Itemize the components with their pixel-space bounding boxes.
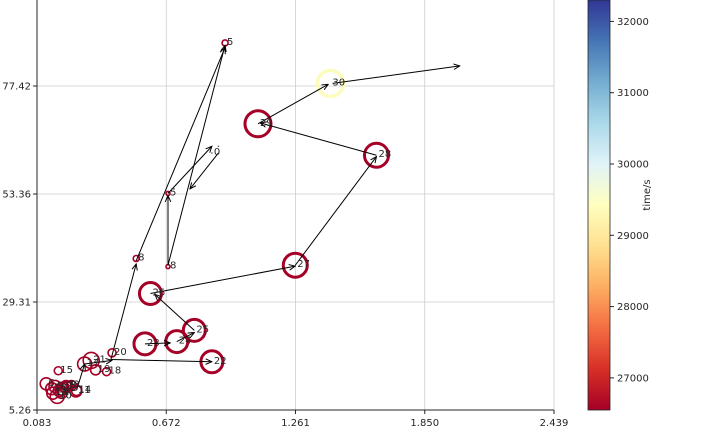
point-label: 1 (61, 385, 67, 396)
trajectory-arrow (257, 84, 328, 125)
data-point (101, 366, 112, 377)
colorbar-tick-label: 32000 (617, 17, 649, 28)
trajectory-arrow (167, 146, 212, 194)
data-point (82, 351, 101, 370)
trajectory-arrow (76, 364, 84, 391)
y-tick-label: 5.26 (9, 406, 31, 417)
trajectory-arrow (144, 343, 170, 344)
point-label: 28 (378, 149, 391, 160)
point-label: 27 (297, 259, 310, 270)
x-axis: 0.083 0.672 1.261 1.850 2.439 (23, 410, 569, 429)
point-label: 2 (66, 381, 72, 392)
point-label: 22 (214, 356, 227, 367)
data-point (281, 251, 309, 279)
x-tick-label: 0.672 (152, 418, 181, 429)
point-label: 5 (227, 37, 233, 48)
point-label: 15 (60, 365, 73, 376)
x-tick-label: 1.261 (281, 418, 310, 429)
trajectory-arrow (176, 333, 195, 343)
point-label: 24 (179, 336, 192, 347)
point-label: 12 (64, 383, 77, 394)
y-tick-label: 29.31 (2, 298, 31, 309)
trajectory-arrow (167, 45, 225, 266)
trajectory-arrow (110, 360, 212, 362)
data-point (70, 384, 83, 397)
data-point (55, 382, 69, 396)
point-label: 8 (70, 380, 76, 391)
x-tick-label: 0.083 (23, 418, 52, 429)
data-point (217, 145, 220, 148)
data-point (362, 141, 390, 169)
point-label: 17 (87, 358, 100, 369)
point-label: 23 (147, 338, 160, 349)
x-tick-label: 2.439 (540, 418, 569, 429)
trajectory-arrow (260, 123, 377, 156)
point-label: 6 (48, 378, 54, 389)
point-label: 18 (109, 366, 122, 377)
point-label: 0 (214, 147, 220, 158)
data-point (132, 254, 140, 263)
trajectory-arrow (84, 360, 112, 365)
data-point (44, 381, 59, 396)
y-tick-label: 77.42 (2, 82, 31, 93)
trajectory-arrow (294, 157, 376, 266)
colorbar-tick-label: 28000 (617, 302, 649, 313)
point-label: 3 (73, 380, 79, 391)
colorbar-bar (587, 0, 611, 411)
point-label: 4 (64, 386, 70, 397)
trajectory-arrow (190, 152, 219, 189)
point-label: 7 (68, 380, 74, 391)
point-label: 16 (54, 383, 67, 394)
point-label: 20 (114, 347, 127, 358)
colorbar: 27000 28000 29000 30000 31000 32000 time/s (587, 0, 653, 411)
point-label: 26 (152, 288, 165, 299)
data-point (53, 365, 64, 376)
point-label: 9 (57, 380, 63, 391)
point-label: 13 (55, 387, 68, 398)
point-label: 25 (196, 324, 209, 335)
point-label: 29 (260, 118, 273, 129)
y-tick-label: 53.36 (2, 190, 31, 201)
colorbar-tick-label: 27000 (617, 373, 649, 384)
point-label: 21 (93, 354, 106, 365)
trajectory-arrow (110, 264, 136, 360)
point-label: 10 (59, 390, 72, 401)
data-point (89, 364, 102, 376)
point-label: 8 (138, 253, 144, 264)
point-label: 19 (98, 364, 111, 375)
colorbar-tick-label: 30000 (617, 160, 649, 171)
point-label: 8 (170, 261, 176, 272)
point-label: 30 (332, 77, 345, 88)
data-point (181, 317, 207, 343)
point-label: 14 (78, 385, 91, 396)
trajectory-arrow (135, 47, 225, 261)
x-tick-label: 1.850 (410, 418, 439, 429)
data-point (211, 152, 213, 154)
colorbar-tick-label: 31000 (617, 88, 649, 99)
colorbar-tick-label: 29000 (617, 231, 649, 242)
point-label: 11 (78, 385, 91, 396)
trajectory-arrow (332, 66, 460, 84)
point-label: 5 (170, 187, 176, 198)
data-point (137, 281, 163, 307)
colorbar-label: time/s (642, 179, 653, 210)
data-point (48, 379, 62, 394)
y-axis: 5.26 29.31 53.36 77.42 (2, 82, 37, 417)
data-point (243, 109, 273, 139)
data-point (315, 68, 346, 99)
trajectory-arrow (150, 266, 295, 295)
trajectory-arrow (155, 294, 195, 331)
